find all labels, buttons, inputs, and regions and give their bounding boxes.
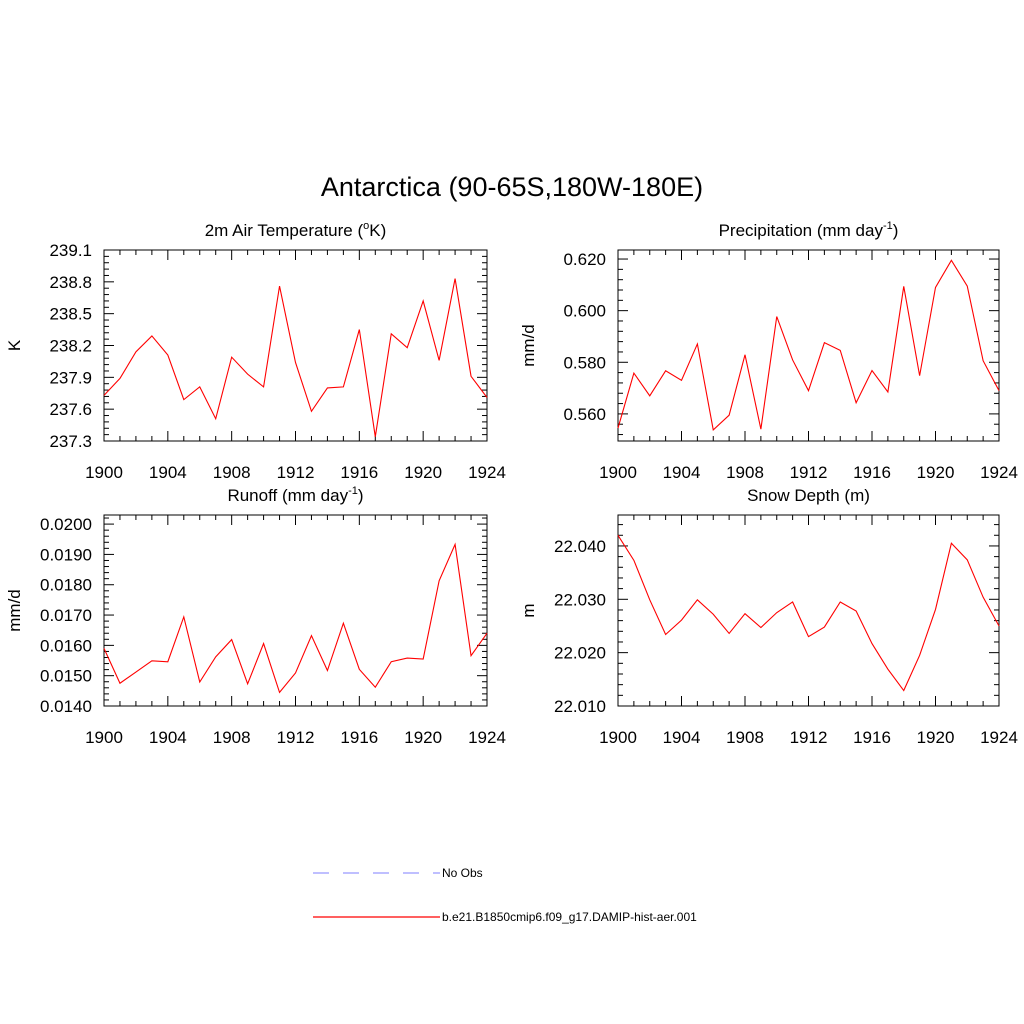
y-tick-label: 0.0150 xyxy=(40,667,92,686)
x-tick-label: 1920 xyxy=(917,728,955,747)
y-tick-label: 238.8 xyxy=(49,273,92,292)
y-tick-label: 0.600 xyxy=(563,302,606,321)
legend-label-model: b.e21.B1850cmip6.f09_g17.DAMIP-hist-aer.… xyxy=(442,910,697,924)
x-tick-label: 1912 xyxy=(277,463,315,482)
y-tick-label: 238.5 xyxy=(49,305,92,324)
x-tick-label: 1900 xyxy=(599,728,637,747)
x-tick-label: 1912 xyxy=(277,728,315,747)
x-tick-label: 1920 xyxy=(917,463,955,482)
panels: 1900 1904 1908 1912 1916 1920 1924 237.3 237.6 23… xyxy=(5,220,1018,747)
x-tick-label: 1924 xyxy=(980,728,1018,747)
series-line-temperature xyxy=(103,278,488,437)
x-tick-label: 1920 xyxy=(404,463,442,482)
y-tick-label: 0.0190 xyxy=(40,545,92,564)
x-tick-label: 1908 xyxy=(213,463,251,482)
series-line-precipitation xyxy=(617,259,1000,431)
x-tick-label: 1900 xyxy=(85,728,123,747)
y-tick-label: 238.2 xyxy=(49,337,92,356)
figure-title: Antarctica (90-65S,180W-180E) xyxy=(321,172,703,202)
panel-precipitation: 1900 1904 1908 1912 1916 1920 1924 0.560 0.580 0.… xyxy=(519,220,1018,482)
x-tick-label: 1908 xyxy=(726,728,764,747)
y-tick-label: 0.0140 xyxy=(40,697,92,716)
x-tick-label: 1916 xyxy=(853,728,891,747)
panel-snow-depth: 1900 1904 1908 1912 1916 1920 1924 22.010 22.020… xyxy=(519,486,1018,747)
x-tick-label: 1908 xyxy=(213,728,251,747)
panel-title: 2m Air Temperature (oK) xyxy=(205,220,387,240)
y-tick-label: 237.6 xyxy=(49,400,92,419)
y-tick-label: 22.020 xyxy=(554,644,606,663)
x-tick-label: 1904 xyxy=(149,728,187,747)
y-tick-label: 22.030 xyxy=(554,590,606,609)
x-tick-label: 1904 xyxy=(149,463,187,482)
y-tick-label: 22.010 xyxy=(554,697,606,716)
panel-temperature: 1900 1904 1908 1912 1916 1920 1924 237.3 237.6 23… xyxy=(5,220,506,482)
plot-frame xyxy=(617,249,1000,442)
panel-title: Snow Depth (m) xyxy=(747,486,870,505)
x-tick-label: 1924 xyxy=(980,463,1018,482)
x-tick-label: 1908 xyxy=(726,463,764,482)
x-tick-label: 1916 xyxy=(853,463,891,482)
x-tick-label: 1916 xyxy=(340,463,378,482)
plot-frame xyxy=(617,514,1000,707)
y-tick-label: 0.0180 xyxy=(40,576,92,595)
x-tick-label: 1916 xyxy=(340,728,378,747)
y-tick-label: 237.3 xyxy=(49,432,92,451)
x-tick-label: 1912 xyxy=(790,728,828,747)
y-tick-label: 0.0170 xyxy=(40,606,92,625)
x-tick-label: 1904 xyxy=(663,728,701,747)
x-tick-label: 1904 xyxy=(663,463,701,482)
panel-title: Runoff (mm day-1) xyxy=(227,485,363,505)
y-tick-label: 0.620 xyxy=(563,250,606,269)
x-tick-label: 1924 xyxy=(468,728,506,747)
x-tick-label: 1920 xyxy=(404,728,442,747)
panel-title: Precipitation (mm day-1) xyxy=(719,220,899,240)
panel-runoff: 1900 1904 1908 1912 1916 1920 1924 0.0140 0.0150… xyxy=(5,485,506,747)
y-axis-label: mm/d xyxy=(5,589,24,632)
x-tick-label: 1912 xyxy=(790,463,828,482)
plot-frame xyxy=(103,249,488,442)
y-axis-label: m xyxy=(519,603,538,617)
legend-label-no-obs: No Obs xyxy=(442,866,483,880)
x-tick-label: 1924 xyxy=(468,463,506,482)
plot-frame xyxy=(103,514,488,707)
y-axis-label: K xyxy=(5,339,24,351)
x-tick-label: 1900 xyxy=(599,463,637,482)
y-tick-label: 239.1 xyxy=(49,241,92,260)
x-tick-label: 1900 xyxy=(85,463,123,482)
y-tick-label: 22.040 xyxy=(554,537,606,556)
y-tick-label: 0.580 xyxy=(563,353,606,372)
y-tick-label: 237.9 xyxy=(49,368,92,387)
y-tick-label: 0.560 xyxy=(563,405,606,424)
y-tick-label: 0.0160 xyxy=(40,636,92,655)
y-tick-label: 0.0200 xyxy=(40,515,92,534)
series-line-runoff xyxy=(103,542,488,694)
series-line-snow-depth xyxy=(617,534,1000,692)
y-axis-label: mm/d xyxy=(519,324,538,367)
legend: No Obs b.e21.B1850cmip6.f09_g17.DAMIP-hi… xyxy=(313,866,697,924)
